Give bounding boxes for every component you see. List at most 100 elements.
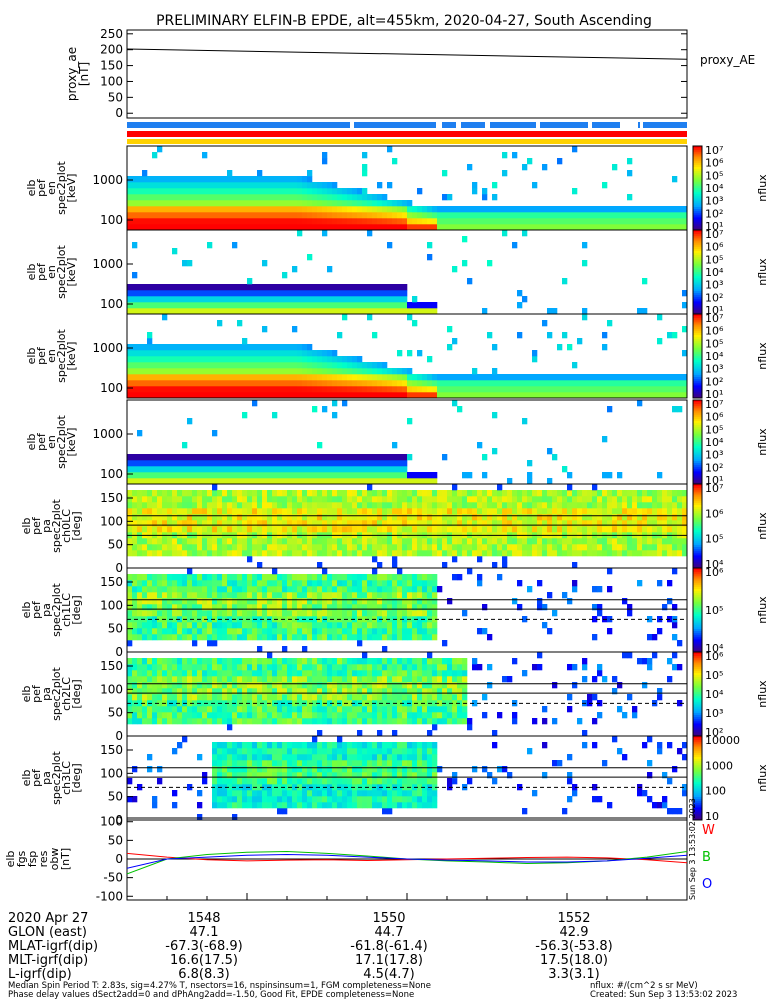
spectrogram-cell: [167, 206, 172, 212]
spectrogram-cell: [357, 386, 362, 392]
spectrogram-cell: [382, 290, 387, 296]
spectrogram-cell: [222, 374, 227, 380]
spectrogram-cell: [127, 670, 132, 676]
spectrogram-cell: [552, 380, 557, 386]
spectrogram-cell: [357, 472, 362, 478]
spectrogram-cell: [147, 368, 152, 374]
spectrogram-cell: [207, 380, 212, 386]
spectrogram-cell: [347, 224, 352, 230]
spectrogram-cell: [127, 176, 132, 182]
spectrogram-cell: [352, 200, 357, 206]
spectrogram-cell: [177, 634, 182, 640]
spectrogram-cell: [322, 284, 327, 290]
spectrogram-cell: [392, 514, 397, 520]
spectrogram-cell: [427, 392, 432, 398]
spectrogram-cell: [422, 628, 427, 634]
colorbar-tick-label: 10²: [705, 207, 723, 220]
spectrogram-cell: [427, 380, 432, 386]
spectrogram-cell: [157, 718, 162, 724]
spectrogram-cell: [167, 176, 172, 182]
spectrogram-cell: [302, 194, 307, 200]
spectrogram-cell: [222, 574, 227, 580]
spectrogram-cell: [302, 460, 307, 466]
spectrogram-cell: [287, 580, 292, 586]
spectrogram-cell: [202, 490, 207, 496]
spectrogram-cell: [492, 508, 497, 514]
spectrogram-cell: [222, 478, 227, 484]
spectrogram-cell: [312, 694, 317, 700]
spectrogram-cell: [382, 368, 387, 374]
spectrogram-cell: [222, 176, 227, 182]
spectrogram-cell: [297, 290, 302, 296]
spectrogram-cell: [367, 308, 372, 314]
spectrogram-cell: [407, 350, 412, 356]
spectrogram-cell: [282, 646, 287, 652]
spectrogram-cell: [147, 706, 152, 712]
spectrogram-cell: [542, 622, 547, 628]
spectrogram-cell: [142, 586, 147, 592]
spectrogram-cell: [472, 490, 477, 496]
spectrogram-cell: [242, 544, 247, 550]
spectrogram-cell: [367, 622, 372, 628]
spectrogram-cell: [372, 556, 377, 562]
spectrogram-cell: [472, 526, 477, 532]
spectrogram-cell: [267, 502, 272, 508]
spectrogram-cell: [262, 586, 267, 592]
spectrogram-cell: [232, 550, 237, 556]
spectrogram-cell: [497, 218, 502, 224]
spectrogram-cell: [557, 508, 562, 514]
spectrogram-cell: [637, 386, 642, 392]
spectrogram-cell: [297, 682, 302, 688]
spectrogram-cell: [297, 466, 302, 472]
spectrogram-cell: [457, 514, 462, 520]
spectrogram-cell: [367, 392, 372, 398]
spectrogram-cell: [307, 580, 312, 586]
spectrogram-cell: [272, 194, 277, 200]
spectrogram-cell: [222, 194, 227, 200]
spectrogram-cell: [547, 392, 552, 398]
spectrogram-cell: [277, 344, 282, 350]
spectrogram-cell: [387, 490, 392, 496]
spectrogram-cell: [587, 544, 592, 550]
spectrogram-cell: [247, 496, 252, 502]
spectrogram-cell: [342, 302, 347, 308]
spectrogram-cell: [297, 550, 302, 556]
spectrogram-cell: [277, 218, 282, 224]
spectrogram-cell: [492, 392, 497, 398]
spectrogram-cell: [142, 200, 147, 206]
spectrogram-cell: [237, 182, 242, 188]
spectrogram-cell: [217, 472, 222, 478]
spectrogram-cell: [187, 212, 192, 218]
spectrogram-cell: [287, 676, 292, 682]
spectrogram-cell: [367, 380, 372, 386]
spectrogram-cell: [137, 212, 142, 218]
spectrogram-cell: [267, 610, 272, 616]
spectrogram-cell: [132, 460, 137, 466]
spectrogram-cell: [152, 544, 157, 550]
spectrogram-cell: [522, 386, 527, 392]
spectrogram-cell: [297, 490, 302, 496]
spectrogram-cell: [197, 718, 202, 724]
spectrogram-cell: [147, 182, 152, 188]
spectrogram-cell: [172, 380, 177, 386]
spectrogram-cell: [212, 598, 217, 604]
spectrogram-cell: [192, 176, 197, 182]
colorbar-tick-label: 10⁵: [705, 423, 723, 436]
spectrogram-cell: [207, 502, 212, 508]
spectrogram-cell: [237, 368, 242, 374]
spectrogram-cell: [207, 356, 212, 362]
spectrogram-cell: [302, 212, 307, 218]
spectrogram-cell: [127, 194, 132, 200]
spectrogram-cell: [652, 374, 657, 380]
spectrogram-cell: [242, 290, 247, 296]
spectrogram-cell: [632, 386, 637, 392]
spectrogram-cell: [212, 356, 217, 362]
spectrogram-cell: [132, 344, 137, 350]
spectrogram-cell: [247, 694, 252, 700]
spectrogram-cell: [667, 386, 672, 392]
spectrogram-cell: [587, 374, 592, 380]
spectrogram-cell: [267, 550, 272, 556]
spectrogram-cell: [177, 368, 182, 374]
spectrogram-cell: [322, 538, 327, 544]
spectrogram-cell: [517, 218, 522, 224]
